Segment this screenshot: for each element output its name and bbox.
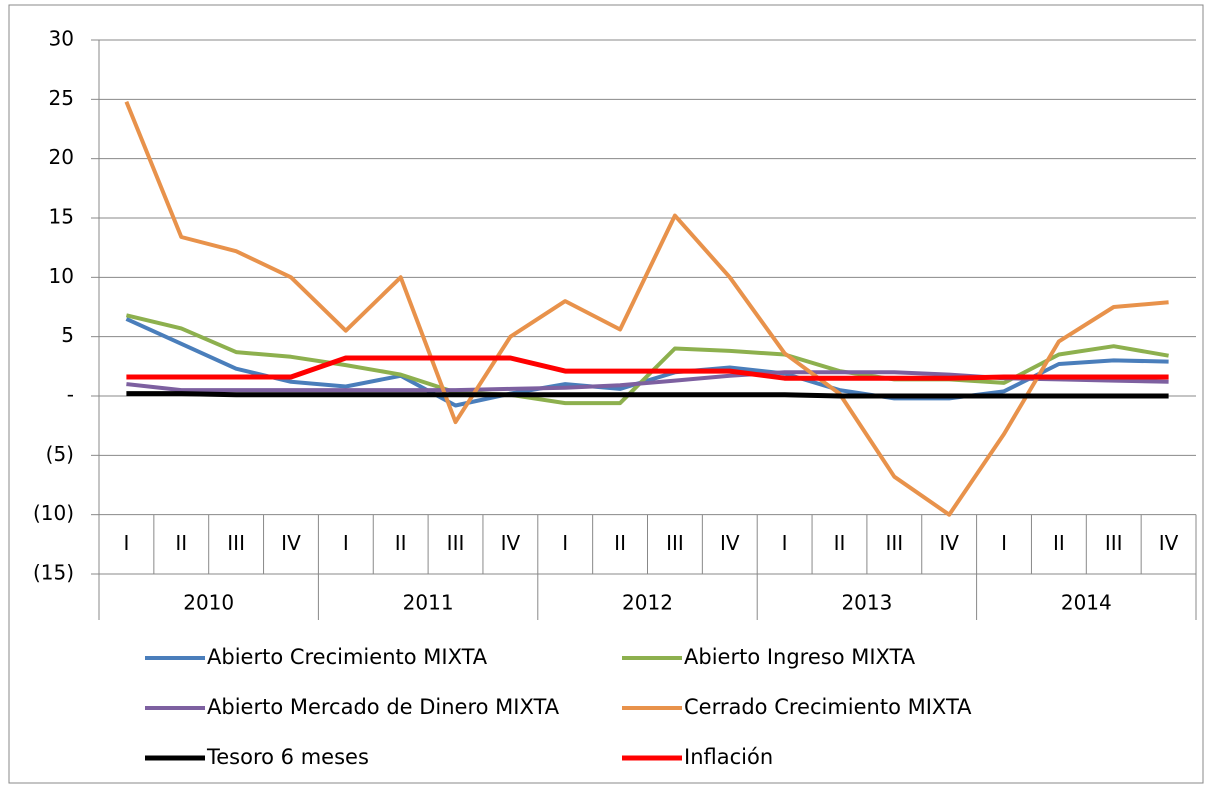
legend-label: Abierto Crecimiento MIXTA [207,645,488,669]
x-group-label: 2010 [183,591,234,615]
legend-label: Abierto Mercado de Dinero MIXTA [207,695,560,719]
y-tick-label: 30 [49,27,74,51]
x-tick-label: III [447,531,465,555]
x-tick-label: II [834,531,846,555]
x-tick-label: IV [501,531,521,555]
legend-label: Inflación [684,745,773,769]
x-tick-label: I [343,531,349,555]
series-line [125,317,1169,408]
series-line [126,391,1169,399]
y-tick-label: 20 [49,145,74,169]
x-tick-label: III [227,531,245,555]
y-tick-label: (5) [46,442,74,466]
legend-label: Abierto Ingreso MIXTA [684,645,916,669]
y-tick-label: 10 [49,264,74,288]
series-line [126,355,1169,381]
x-group-label: 2012 [622,591,673,615]
series-line [124,100,1169,517]
x-tick-label: III [1105,531,1123,555]
x-group-label: 2011 [403,591,454,615]
x-tick-label: I [1001,531,1007,555]
y-tick-label: 15 [49,205,74,229]
x-tick-label: I [562,531,568,555]
series-line [125,313,1169,406]
legend-label: Cerrado Crecimiento MIXTA [684,695,972,719]
y-tick-label: (15) [33,561,74,585]
x-tick-label: II [175,531,187,555]
x-tick-label: I [123,531,129,555]
x-tick-label: IV [281,531,301,555]
y-tick-label: 25 [49,86,74,110]
x-tick-label: II [1053,531,1065,555]
x-tick-label: I [782,531,788,555]
y-tick-label: - [67,383,74,407]
x-tick-label: II [614,531,626,555]
x-tick-label: III [666,531,684,555]
x-tick-label: II [395,531,407,555]
legend-label: Tesoro 6 meses [206,745,369,769]
y-tick-label: (10) [33,501,74,525]
x-tick-label: IV [1159,531,1179,555]
y-tick-label: 5 [61,323,74,347]
x-tick-label: III [885,531,903,555]
x-tick-label: IV [720,531,740,555]
x-tick-label: IV [939,531,959,555]
x-group-label: 2014 [1061,591,1112,615]
x-group-label: 2013 [841,591,892,615]
